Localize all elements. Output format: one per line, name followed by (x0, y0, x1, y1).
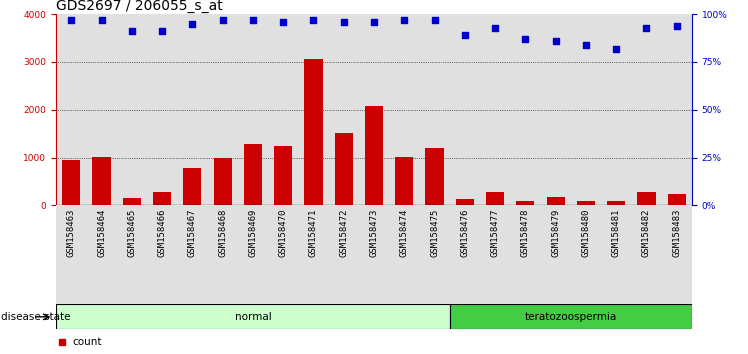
Bar (153, 192, 171, 205)
Text: GSM158473: GSM158473 (370, 208, 378, 257)
Point (429, 17, 441, 23)
Point (459, 32, 470, 38)
Bar (389, 205, 420, 304)
Bar (662, 205, 692, 304)
Bar (668, 194, 686, 205)
Bar (274, 146, 292, 205)
Point (156, 29, 168, 34)
Text: count: count (72, 337, 102, 347)
Point (338, 19, 350, 25)
Bar (93, 157, 111, 205)
Point (489, 25, 501, 30)
Bar (456, 199, 474, 205)
Point (96, 17, 108, 23)
Bar (213, 158, 232, 205)
Text: GSM158477: GSM158477 (491, 208, 500, 257)
Text: GSM158474: GSM158474 (399, 208, 408, 257)
Point (186, 21, 198, 27)
Bar (395, 157, 414, 205)
Bar (147, 205, 177, 304)
Point (519, 36, 531, 42)
Bar (298, 205, 328, 304)
Bar (334, 133, 353, 205)
Bar (571, 205, 601, 304)
Point (65, 17, 77, 23)
Text: GSM158475: GSM158475 (430, 208, 439, 257)
Text: GDS2697 / 206055_s_at: GDS2697 / 206055_s_at (56, 0, 223, 13)
Bar (631, 205, 662, 304)
Point (580, 42, 592, 47)
Bar (601, 205, 631, 304)
Text: GSM158482: GSM158482 (642, 208, 651, 257)
Bar (304, 59, 322, 205)
Bar (547, 197, 565, 205)
Point (368, 19, 380, 25)
Bar (516, 200, 535, 205)
Bar (577, 200, 595, 205)
Text: normal: normal (235, 312, 272, 322)
Bar (183, 168, 201, 205)
Text: GSM158478: GSM158478 (521, 208, 530, 257)
Bar (450, 205, 480, 304)
Text: GSM158472: GSM158472 (340, 208, 349, 257)
Bar (56, 304, 450, 329)
Text: GSM158476: GSM158476 (460, 208, 469, 257)
Point (247, 17, 259, 23)
Text: GSM158469: GSM158469 (248, 208, 257, 257)
Point (398, 17, 410, 23)
Bar (420, 205, 450, 304)
Text: GSM158479: GSM158479 (551, 208, 560, 257)
Bar (56, 205, 86, 304)
Point (640, 25, 652, 30)
Text: GSM158466: GSM158466 (158, 208, 167, 257)
Bar (637, 193, 655, 205)
Text: GSM158470: GSM158470 (279, 208, 288, 257)
Bar (177, 205, 207, 304)
Bar (117, 205, 147, 304)
Text: GSM158471: GSM158471 (309, 208, 318, 257)
Text: GSM158467: GSM158467 (188, 208, 197, 257)
Point (307, 17, 319, 23)
Bar (426, 148, 444, 205)
Bar (328, 205, 359, 304)
Point (278, 19, 289, 25)
Text: GSM158463: GSM158463 (67, 208, 76, 257)
Bar (244, 144, 262, 205)
Bar (486, 193, 504, 205)
Bar (268, 205, 298, 304)
Text: GSM158464: GSM158464 (97, 208, 106, 257)
Bar (359, 205, 389, 304)
Bar (450, 304, 692, 329)
Bar (123, 198, 141, 205)
Bar (541, 205, 571, 304)
Bar (510, 205, 541, 304)
Text: GSM158483: GSM158483 (672, 208, 681, 257)
Bar (480, 205, 510, 304)
Text: teratozoospermia: teratozoospermia (524, 312, 617, 322)
Text: GSM158480: GSM158480 (581, 208, 590, 257)
Text: GSM158465: GSM158465 (127, 208, 136, 257)
Bar (62, 160, 80, 205)
Point (217, 17, 229, 23)
Bar (207, 205, 238, 304)
Text: GSM158481: GSM158481 (612, 208, 621, 257)
Bar (86, 205, 117, 304)
Bar (607, 201, 625, 205)
Point (550, 38, 562, 44)
Point (671, 23, 683, 28)
Point (126, 29, 138, 34)
Text: GSM158468: GSM158468 (218, 208, 227, 257)
Point (610, 46, 622, 51)
Text: disease state: disease state (1, 312, 70, 322)
Bar (365, 106, 383, 205)
Bar (238, 205, 268, 304)
